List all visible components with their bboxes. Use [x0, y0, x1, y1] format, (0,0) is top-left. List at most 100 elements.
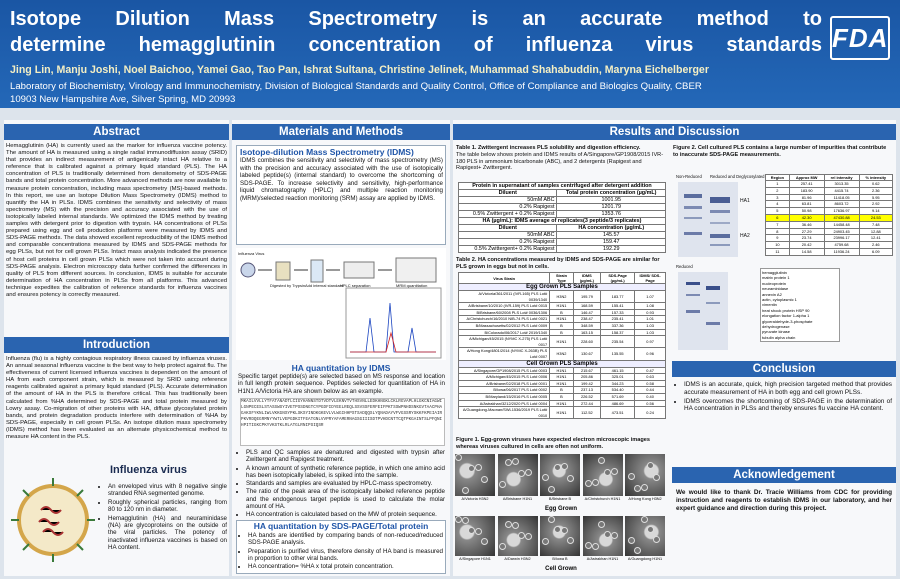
em-particle [554, 464, 561, 471]
table-cell: 0.96 [634, 347, 666, 361]
table-cell: 1201.79 [556, 203, 666, 211]
protein-name: annexin A2 [762, 291, 782, 297]
table-cell: 0.40 [634, 392, 666, 401]
table-cell: 7.48 [858, 220, 894, 229]
table-row: 0.2% Rapigest 159.47 [457, 238, 666, 246]
table-cell: 112.52 [572, 406, 602, 420]
table-row: 6 42.30 47430.88 24.53 [765, 213, 894, 222]
protein-name: actin, cytoplasmic 1 [762, 297, 797, 303]
table-cell: A/Singapore/GP1908/2015 PLS Lot# 0003 [457, 366, 551, 375]
table-cell: 0.2% Rapigest [457, 238, 558, 246]
table-header: SDS-Page (µg/mL) [600, 272, 636, 284]
table-row: 1 257.41 3013.35 0.62 [765, 180, 894, 188]
gel-label: Reduced [676, 264, 693, 269]
protein-name: vimentin [762, 302, 777, 308]
table-cell: 50.98 [788, 207, 825, 215]
box [236, 145, 446, 245]
table-cell: A/Brisbane/02/2018 PLS Lot# 0001 [457, 379, 551, 388]
table-row: 7 36.46 14458.48 7.48 [765, 220, 894, 229]
table-cell: 272.44 [572, 399, 602, 408]
caption-title: Table 2. HA concentrations measured by I… [456, 257, 660, 270]
table-row: Virus Strain Strain Type IDMS (µg/mL) SDS-P… [457, 272, 666, 284]
image-label: A/Darwin H3N2 [504, 557, 531, 561]
table-cell: 1.07 [634, 289, 666, 304]
protein-name: pyruvate kinase [762, 329, 791, 335]
em-particle [603, 531, 611, 538]
em-image [625, 516, 665, 556]
figure-label: Egg Grown [545, 506, 577, 512]
table-cell: 9.14 [858, 207, 894, 215]
table-row: Cell Grown PLS Samples [458, 359, 666, 368]
figure-label: Cell Grown [545, 566, 577, 572]
table-cell: 1.01 [634, 315, 666, 323]
table-cell: 130.67 [572, 347, 602, 361]
list: HA bands are identified by comparing ban… [240, 532, 443, 570]
table-cell: B [549, 308, 574, 317]
table-cell: 4 [765, 200, 790, 209]
image-label: A/Christchurch H1N1 [584, 497, 621, 501]
diagram-label: Influenza Virus [238, 251, 265, 256]
table-cell: H3N2 [549, 289, 574, 304]
table-cell: 2 [765, 186, 790, 195]
diagram-label: Digested by Trypsin [270, 283, 306, 288]
em-particle [634, 547, 641, 554]
em-particle [475, 528, 482, 535]
table-cell: 11418.05 [823, 193, 860, 202]
protein-name: matrix protein 1 [762, 275, 790, 281]
table-row: A/Michigan/45/2015 (NYMC X-275) PLS Lot#… [457, 335, 666, 349]
table-row: A/Victoria/361/2011 (IVR-165) PLS Lot# 0… [457, 289, 666, 304]
table-header: Total protein concentration (µg/mL) [556, 189, 666, 197]
table-row: A/Brisbane/02/2018 PLS Lot# 0001 H1N1 199.… [457, 379, 666, 388]
table-cell: 192.29 [556, 245, 666, 253]
caption-title: Figure 1. Egg-grown viruses have expecte… [456, 437, 650, 450]
table-cell: 348.59 [572, 321, 602, 330]
table-cell: H1N1 [549, 366, 574, 375]
virus-illustration [11, 478, 95, 562]
title-line: determine hemagglutinin concentration of… [10, 34, 822, 56]
table-cell: 42.30 [788, 213, 825, 222]
table-cell: 50mM ABC [457, 196, 558, 204]
table-cell: 215.67 [572, 366, 602, 375]
table-header: % intensity [858, 174, 894, 181]
table-cell: B [549, 321, 574, 330]
table-row: 0.5% Zwittergent+ 0.2% Rapigest 192.29 [457, 245, 666, 253]
table-row: A/Michigan/45/2015 PLS Lot# 0006 H1N1 205.… [457, 373, 666, 381]
caption-title: Figure 2. Cell cultured PLS contains a l… [673, 145, 887, 158]
table-cell: 146.47 [572, 308, 602, 317]
em-particle [455, 454, 462, 461]
section-heading: Abstract [4, 124, 229, 140]
list-item: A known amount of synthetic reference pe… [246, 465, 445, 480]
table-row: 10 20.42 4759.68 2.46 [765, 241, 894, 249]
em-image [582, 516, 623, 556]
table-row: 3 81.96 11418.05 5.95 [765, 193, 894, 202]
table-title: HA (µg/mL): IDMS average of replicates(3… [458, 217, 666, 225]
em-particle [468, 465, 475, 472]
table-title: Protein in supernatant of samples centri… [458, 182, 666, 190]
subheading: Influenza virus [110, 464, 188, 476]
affiliation: 10903 New Hampshire Ave, Silver Spring, … [10, 94, 236, 105]
table-cell: H1N1 [549, 315, 574, 323]
table-cell: 2.92 [858, 200, 894, 209]
list-item: Standards and samples are evaluated by H… [246, 480, 445, 487]
em-particle [628, 537, 635, 544]
list-item: IDMS is an accurate, quick, high precisi… [684, 381, 892, 397]
table-cell: 5.95 [858, 193, 894, 202]
image-label: B/Brisbane B [548, 497, 572, 501]
table-cell: 0.63 [634, 373, 666, 381]
em-image [497, 454, 538, 496]
table-row: 5 50.98 17636.97 9.14 [765, 207, 894, 215]
list-item: HA concentration= %HA x total protein co… [248, 563, 443, 570]
table-cell: 11 [765, 247, 790, 256]
table-cell: 50mM ABC [457, 231, 558, 239]
em-particle [567, 475, 574, 482]
em-particle [517, 470, 525, 477]
table-row: A/Hong Kong/4801/2014 (NYMC X-263B) PLS … [457, 347, 666, 361]
image-label: A/Guangdong H1N1 [627, 557, 663, 561]
table-cell: B [549, 392, 574, 401]
table: Protein in supernatant of samples centri… [457, 182, 666, 253]
table-cell: A/Guangdong-Maonan/SWL1536/2019 PLS Lot#… [457, 406, 551, 420]
table-cell: 0.44 [634, 386, 666, 394]
table-cell: 14458.48 [823, 220, 860, 229]
em-particle [641, 516, 648, 523]
em-particle [511, 522, 519, 529]
